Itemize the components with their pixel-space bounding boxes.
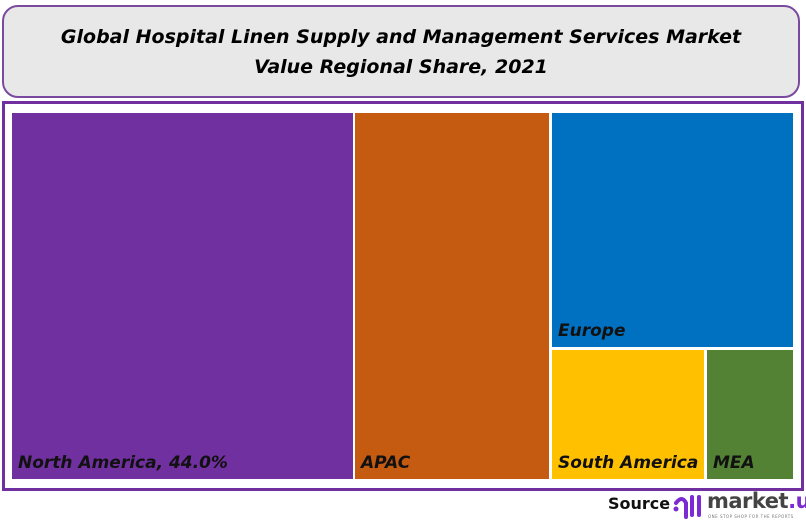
- treemap-label: Europe: [558, 321, 626, 341]
- chart-title-box: Global Hospital Linen Supply and Managem…: [2, 5, 800, 98]
- treemap-cell-apac: APAC: [355, 113, 549, 479]
- treemap-label: APAC: [361, 453, 411, 473]
- treemap-cell-north-america: North America, 44.0%: [12, 113, 353, 479]
- chart-title: Global Hospital Linen Supply and Managem…: [60, 25, 742, 78]
- treemap-label: North America, 44.0%: [18, 453, 228, 473]
- treemap-label: MEA: [713, 453, 755, 473]
- treemap-cell-europe: Europe: [552, 113, 793, 347]
- brand-tagline: ONE STOP SHOP FOR THE REPORTS: [708, 514, 794, 519]
- treemap-cell-mea: MEA: [707, 350, 793, 479]
- treemap-cell-south-america: South America: [552, 350, 704, 479]
- treemap-label: South America: [558, 453, 699, 473]
- source-label: Source: [608, 494, 671, 513]
- market-us-logo-icon: [673, 495, 701, 519]
- treemap-frame: [2, 101, 804, 491]
- brand-name: market.us: [707, 489, 806, 513]
- market-us-logo: market.us ONE STOP SHOP FOR THE REPORTS: [672, 489, 806, 523]
